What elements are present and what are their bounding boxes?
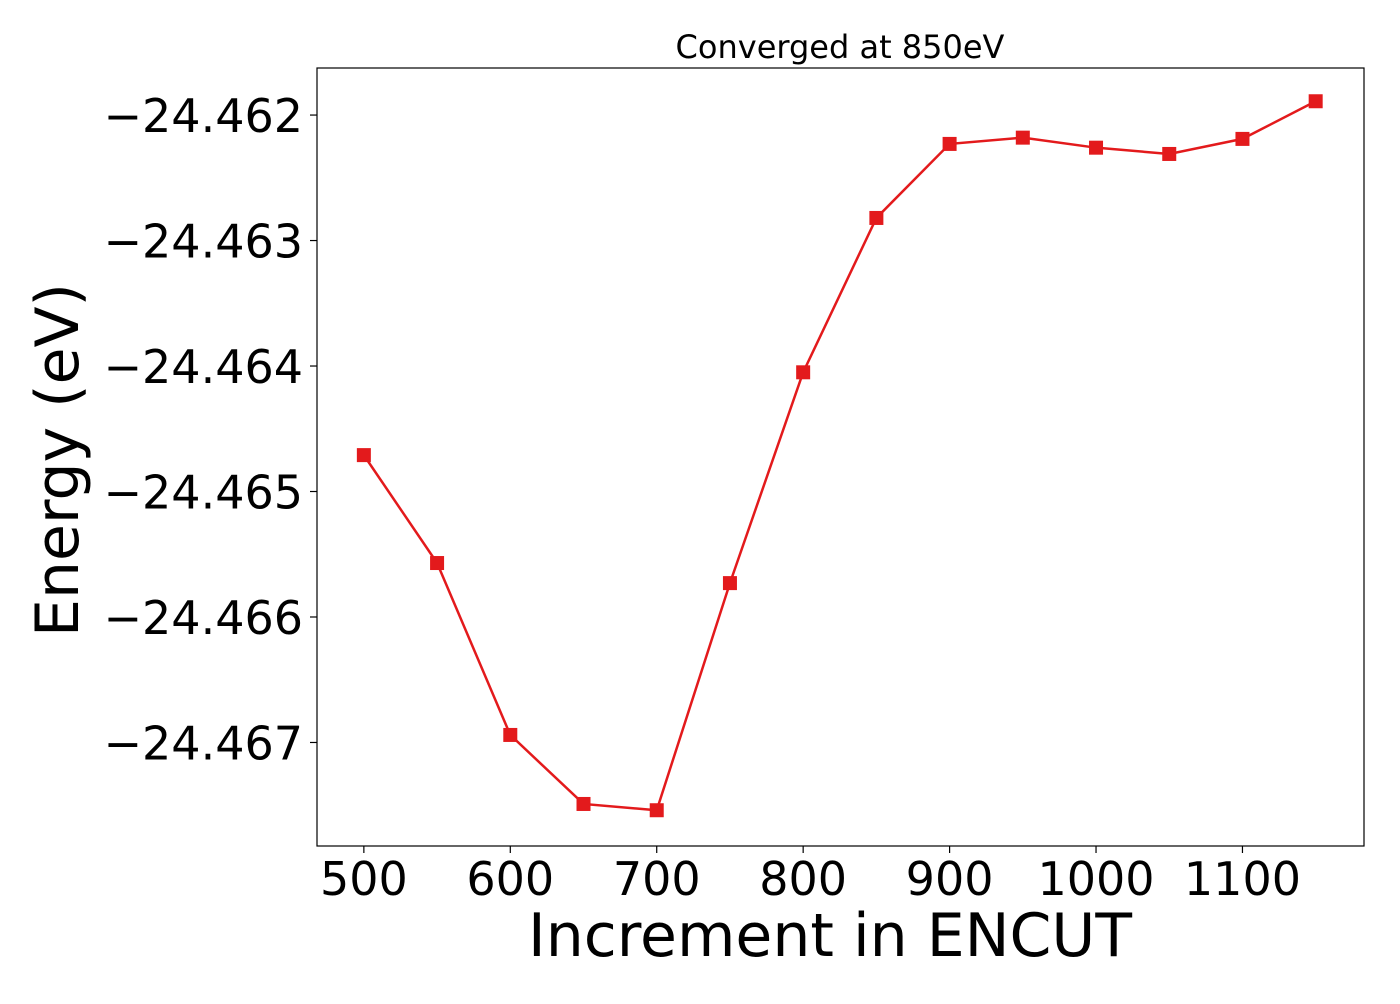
chart-title: Converged at 850eV [676, 28, 1005, 66]
data-point-marker [1089, 140, 1104, 155]
data-point-marker [576, 796, 591, 811]
data-point-marker [503, 727, 518, 742]
data-point-marker [649, 803, 664, 818]
x-axis-ticks: 500 600 700 800 900 1000 1100 [320, 846, 1301, 906]
series-line [362, 100, 1317, 812]
x-axis-label: Increment in ENCUT [528, 901, 1132, 971]
y-tick-label: −24.466 [104, 591, 304, 645]
data-point-marker [1162, 146, 1177, 161]
x-tick-label: 500 [320, 852, 408, 906]
y-tick-label: −24.462 [104, 89, 304, 143]
data-point-marker [1015, 130, 1030, 145]
data-point-marker [356, 448, 371, 463]
data-point-marker [722, 576, 737, 591]
x-tick-label: 1100 [1184, 852, 1301, 906]
x-tick-label: 700 [613, 852, 701, 906]
data-point-marker [869, 210, 884, 225]
x-tick-label: 800 [759, 852, 847, 906]
data-point-marker [796, 365, 811, 380]
plot-frame [316, 67, 1365, 847]
x-tick-label: 900 [906, 852, 994, 906]
y-axis-ticks: −24.462 −24.463 −24.464 −24.465 −24.466 −24.4… [104, 89, 317, 770]
data-point-marker [430, 556, 445, 571]
y-axis-label: Energy (eV) [23, 283, 93, 637]
series-layer [356, 94, 1323, 818]
x-tick-label: 600 [466, 852, 554, 906]
x-tick-label: 1000 [1037, 852, 1154, 906]
y-tick-label: −24.465 [104, 466, 304, 520]
data-point-marker [942, 136, 957, 151]
data-point-marker [1308, 94, 1323, 109]
y-tick-label: −24.463 [104, 215, 304, 269]
data-point-marker [1235, 131, 1250, 146]
y-tick-label: −24.467 [104, 716, 304, 770]
y-tick-label: −24.464 [104, 340, 304, 394]
